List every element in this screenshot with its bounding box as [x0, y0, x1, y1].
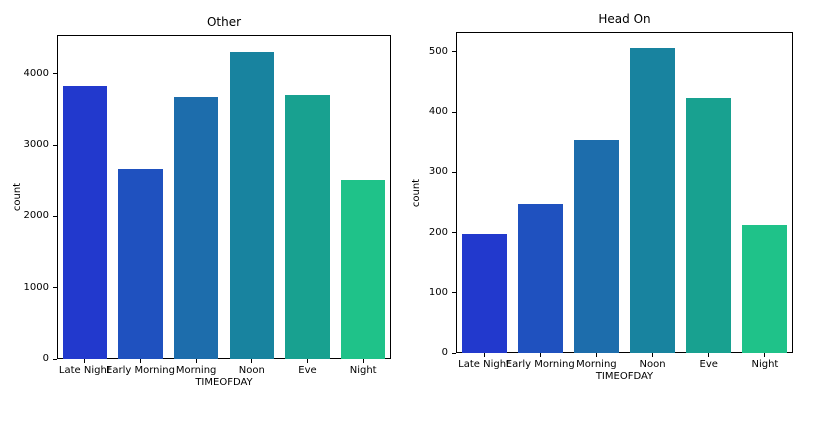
y-tick-label: 1000 [23, 281, 49, 293]
y-tick-mark [452, 171, 456, 173]
x-tick-label: Eve [298, 365, 317, 376]
x-tick-label: Early Morning [505, 359, 575, 370]
x-tick-label: Morning [175, 365, 217, 376]
y-tick-mark [452, 232, 456, 234]
x-tick-label: Late Night [58, 365, 111, 376]
bar-eve [686, 97, 732, 353]
x-tick-mark [764, 353, 766, 357]
bar-early-morning [517, 204, 563, 353]
y-axis-label: count [12, 182, 23, 212]
x-tick-mark [483, 353, 485, 357]
y-tick-mark [53, 144, 57, 146]
y-axis-label: count [411, 178, 422, 207]
x-tick-label: Noon [238, 365, 265, 376]
y-tick-label: 100 [428, 286, 448, 298]
y-tick-mark [452, 292, 456, 294]
y-tick-label: 4000 [23, 67, 49, 79]
y-tick-label: 300 [428, 166, 448, 178]
axes-frame-head-on [456, 32, 793, 353]
x-tick-mark [307, 359, 308, 363]
x-tick-mark [595, 353, 597, 357]
y-tick-label: 0 [441, 347, 448, 358]
x-tick-mark [140, 359, 141, 363]
chart-title-other: Other [206, 15, 242, 29]
bar-noon [630, 47, 676, 353]
y-tick-mark [53, 358, 57, 360]
bar-noon [229, 51, 275, 359]
axes-frame-other [57, 35, 391, 359]
x-tick-mark [251, 359, 253, 363]
x-tick-label: Early Morning [106, 365, 175, 376]
y-tick-label: 500 [428, 45, 448, 57]
y-tick-mark [53, 215, 57, 217]
x-tick-mark [195, 359, 197, 363]
x-axis-label: TIMEOFDAY [595, 371, 654, 382]
x-tick-mark [539, 353, 541, 357]
x-tick-label: Night [349, 365, 377, 376]
x-tick-label: Eve [699, 359, 718, 370]
x-tick-label: Noon [639, 359, 666, 370]
x-tick-label: Late Night [458, 359, 510, 370]
y-tick-label: 0 [42, 353, 49, 364]
x-tick-label: Morning [576, 359, 617, 370]
y-tick-mark [53, 73, 57, 75]
bar-eve [285, 94, 330, 359]
x-tick-mark [84, 359, 86, 363]
y-tick-label: 3000 [23, 139, 49, 151]
y-tick-mark [452, 111, 456, 113]
bar-morning [573, 140, 619, 353]
chart-title-head-on: Head On [598, 12, 651, 26]
bar-morning [173, 96, 219, 359]
x-tick-mark [362, 359, 364, 363]
y-tick-label: 200 [428, 226, 448, 238]
bar-night [742, 224, 788, 353]
y-tick-mark [53, 287, 57, 289]
bar-late-night [461, 233, 507, 353]
y-tick-label: 400 [428, 106, 448, 118]
x-axis-label: TIMEOFDAY [195, 377, 253, 388]
x-tick-label: Night [751, 359, 779, 370]
bar-early-morning [118, 168, 163, 359]
y-tick-mark [452, 352, 456, 354]
x-tick-mark [708, 353, 710, 357]
bar-night [340, 180, 386, 359]
y-tick-mark [452, 51, 456, 53]
x-tick-mark [652, 353, 654, 357]
y-tick-label: 2000 [23, 210, 49, 222]
bar-late-night [62, 85, 108, 359]
